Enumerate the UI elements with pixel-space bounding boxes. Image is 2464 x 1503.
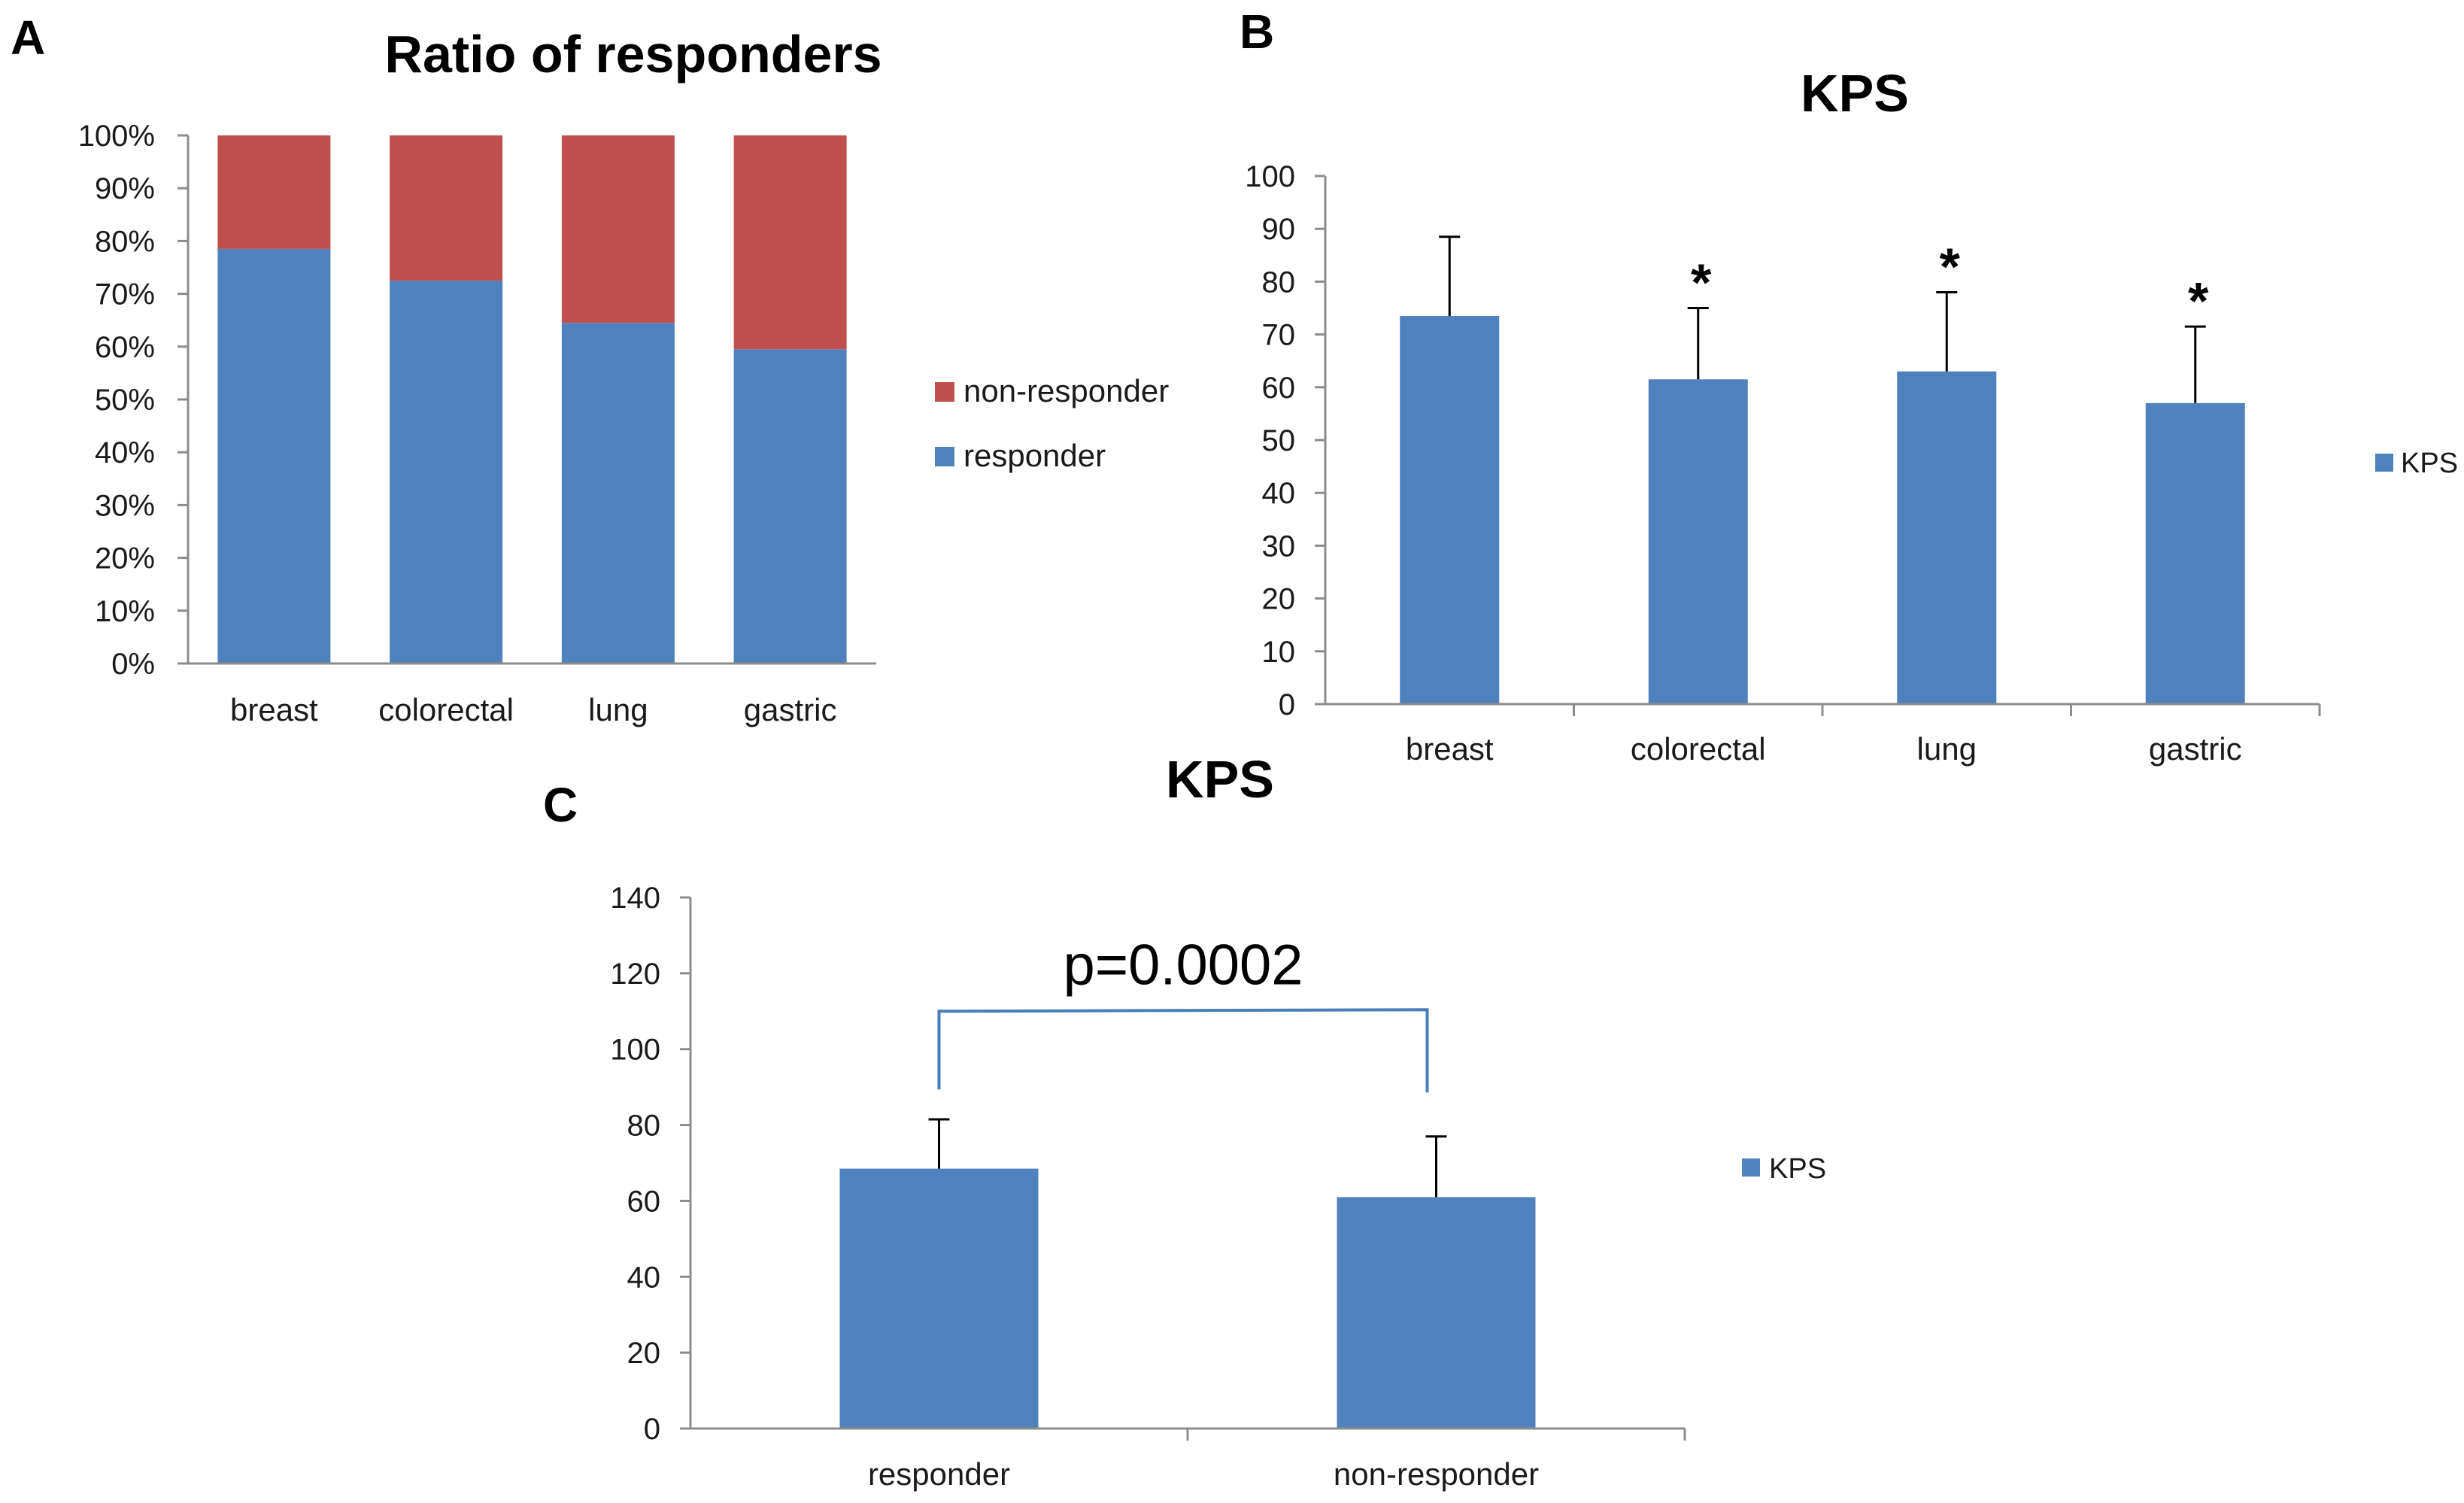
chart-c-title: KPS bbox=[1166, 750, 1274, 809]
legend-swatch-responder bbox=[935, 447, 954, 466]
bar-kps-lung bbox=[1897, 371, 1997, 704]
y-tick-label: 0 bbox=[1279, 688, 1295, 721]
chart-b-x-labels: breast colorectal lung gastric bbox=[1406, 731, 2242, 767]
legend-label-kps: KPS bbox=[2401, 448, 2458, 479]
y-tick-label: 90% bbox=[95, 172, 155, 205]
bar-kps-non-responder bbox=[1337, 1197, 1536, 1429]
x-category-label: responder bbox=[868, 1456, 1010, 1492]
y-tick-label: 80% bbox=[95, 225, 155, 258]
y-tick-label: 100 bbox=[610, 1034, 660, 1067]
y-tick-label: 10% bbox=[95, 595, 155, 628]
y-tick-label: 10 bbox=[1262, 636, 1296, 669]
y-tick-label: 60% bbox=[95, 331, 155, 364]
y-tick-label: 120 bbox=[610, 958, 660, 991]
significance-star: * bbox=[2188, 272, 2209, 330]
x-category-label: colorectal bbox=[378, 692, 514, 727]
bar-kps-gastric bbox=[2145, 402, 2245, 704]
panel-c: C KPS 0 20 40 60 80 100 120 140 responder non-re… bbox=[543, 750, 1826, 1492]
y-tick-label: 40 bbox=[627, 1261, 661, 1294]
legend-label-responder: responder bbox=[963, 438, 1106, 473]
y-tick-label: 0 bbox=[644, 1413, 660, 1446]
chart-a-title: Ratio of responders bbox=[384, 25, 882, 84]
y-tick-label: 80 bbox=[1262, 266, 1296, 299]
bar-kps-responder bbox=[839, 1168, 1039, 1429]
bar-non-responder-breast bbox=[217, 135, 331, 249]
y-tick-label: 100 bbox=[1245, 160, 1295, 193]
chart-b-y-ticks: 0 10 20 30 40 50 60 70 80 90 100 bbox=[1245, 160, 1325, 721]
y-tick-label: 40% bbox=[95, 436, 155, 469]
y-tick-label: 50 bbox=[1262, 424, 1296, 457]
panel-letter-a: A bbox=[11, 11, 45, 65]
y-tick-label: 20 bbox=[627, 1337, 661, 1370]
significance-star: * bbox=[1940, 237, 1961, 296]
significance-bracket bbox=[937, 1008, 1429, 1093]
panel-b: B KPS 0 10 20 30 40 50 60 70 80 90 100 * * * breast c… bbox=[1240, 5, 2458, 767]
chart-b-bars: * * * bbox=[1400, 235, 2321, 716]
y-tick-label: 90 bbox=[1262, 213, 1296, 246]
p-value-label: p=0.0002 bbox=[1063, 933, 1303, 997]
bar-responder-lung bbox=[561, 323, 675, 663]
chart-a-legend: non-responder responder bbox=[935, 373, 1169, 473]
y-tick-label: 20 bbox=[1262, 583, 1296, 616]
y-tick-label: 30% bbox=[95, 489, 155, 522]
x-category-label: breast bbox=[1406, 731, 1494, 767]
chart-c-legend: KPS bbox=[1742, 1153, 1826, 1185]
legend-swatch-kps bbox=[2375, 454, 2393, 472]
x-category-label: gastric bbox=[744, 692, 837, 727]
y-tick-label: 70 bbox=[1262, 319, 1296, 352]
chart-a-y-ticks: 0% 10% 20% 30% 40% 50% 60% 70% 80% 90% 100% bbox=[78, 120, 188, 681]
legend-swatch-kps bbox=[1742, 1158, 1760, 1177]
x-category-label: non-responder bbox=[1334, 1456, 1539, 1492]
x-category-label: colorectal bbox=[1631, 731, 1766, 767]
bar-non-responder-gastric bbox=[733, 135, 847, 350]
panel-letter-b: B bbox=[1240, 5, 1274, 59]
x-category-label: lung bbox=[1917, 731, 1977, 767]
y-tick-label: 20% bbox=[95, 542, 155, 575]
bar-kps-breast bbox=[1400, 316, 1500, 704]
chart-c-x-labels: responder non-responder bbox=[868, 1456, 1539, 1492]
y-tick-label: 60 bbox=[627, 1185, 661, 1218]
x-category-label: lung bbox=[588, 692, 648, 727]
chart-c-y-ticks: 0 20 40 60 80 100 120 140 bbox=[610, 882, 690, 1446]
bar-responder-breast bbox=[217, 248, 331, 663]
significance-star: * bbox=[1691, 254, 1712, 312]
chart-a-bars bbox=[217, 135, 847, 663]
chart-a-x-labels: breast colorectal lung gastric bbox=[230, 692, 836, 727]
chart-b-title: KPS bbox=[1801, 64, 1909, 123]
y-tick-label: 30 bbox=[1262, 530, 1296, 563]
y-tick-label: 40 bbox=[1262, 477, 1296, 510]
bar-responder-colorectal bbox=[390, 281, 503, 663]
panel-a: A Ratio of responders 0% 10% 20% 30% 40% 50% 6… bbox=[11, 11, 1169, 727]
legend-label-kps: KPS bbox=[1769, 1153, 1826, 1185]
legend-label-non-responder: non-responder bbox=[963, 373, 1169, 408]
y-tick-label: 60 bbox=[1262, 372, 1296, 405]
bar-non-responder-colorectal bbox=[390, 135, 503, 281]
x-category-label: breast bbox=[230, 692, 318, 727]
y-tick-label: 70% bbox=[95, 278, 155, 311]
x-category-label: gastric bbox=[2149, 731, 2242, 767]
chart-b-legend: KPS bbox=[2375, 448, 2458, 479]
y-tick-label: 50% bbox=[95, 384, 155, 417]
y-tick-label: 80 bbox=[627, 1110, 661, 1143]
chart-c-bars bbox=[839, 1118, 1686, 1441]
panel-letter-c: C bbox=[543, 778, 578, 832]
bar-non-responder-lung bbox=[561, 135, 675, 323]
bar-responder-gastric bbox=[733, 349, 847, 663]
y-tick-label: 0% bbox=[111, 648, 155, 681]
y-tick-label: 100% bbox=[78, 120, 155, 153]
chart-c-significance: p=0.0002 bbox=[937, 933, 1429, 1093]
y-tick-label: 140 bbox=[610, 882, 660, 915]
legend-swatch-non-responder bbox=[935, 382, 954, 402]
bar-kps-colorectal bbox=[1648, 379, 1748, 704]
